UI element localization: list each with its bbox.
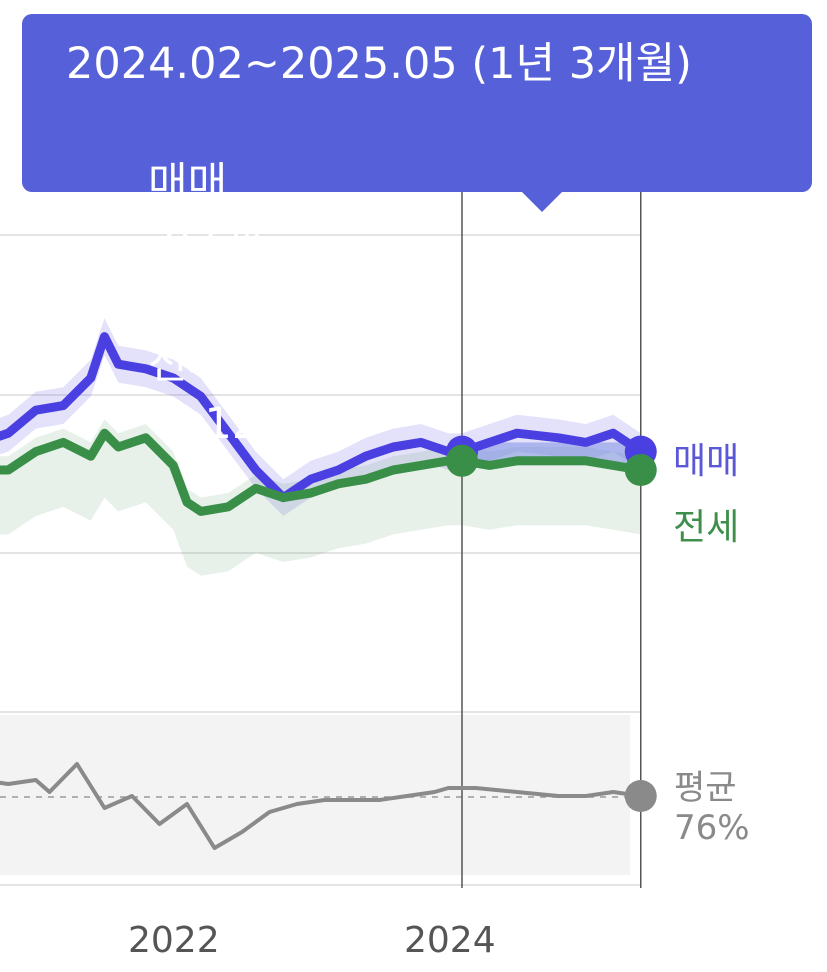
tooltip-change-row: 매매 -0.6% / 전세 -6.12% [66, 94, 812, 514]
average-title: 평균 [674, 768, 737, 808]
tooltip-pointer [520, 190, 564, 212]
tooltip-jeonse-label: 전세 [148, 339, 228, 389]
tooltip-range: 2024.02~2025.05 (1년 3개월) [66, 39, 692, 89]
x-tick-2022: 2022 [128, 920, 220, 961]
average-label: 평균 76% [674, 768, 750, 848]
sale-line [0, 332, 644, 503]
jeonse-line [0, 428, 642, 516]
tooltip-separator: / [166, 279, 181, 329]
average-marker-end [624, 780, 657, 812]
average-line [0, 762, 642, 850]
average-value: 76% [674, 808, 750, 848]
legend-jeonse[interactable]: 전세 [673, 507, 740, 548]
tooltip-jeonse-change: -6.12% [148, 399, 301, 449]
tooltip-sale-change: -0.6% [148, 219, 273, 269]
series-lines [0, 332, 644, 850]
grid-lines [0, 234, 640, 886]
series-markers [446, 435, 657, 812]
sale-band [0, 318, 641, 516]
average-panel-background [0, 715, 630, 875]
x-tick-2024: 2024 [404, 920, 496, 961]
legend-sale[interactable]: 매매 [673, 441, 740, 482]
jeonse-marker-end [624, 454, 657, 486]
jeonse-marker-start [446, 444, 478, 477]
range-tooltip: 2024.02~2025.05 (1년 3개월) 매매 -0.6% / 전세 -… [22, 14, 812, 449]
tooltip-sale-label: 매매 [148, 159, 228, 209]
